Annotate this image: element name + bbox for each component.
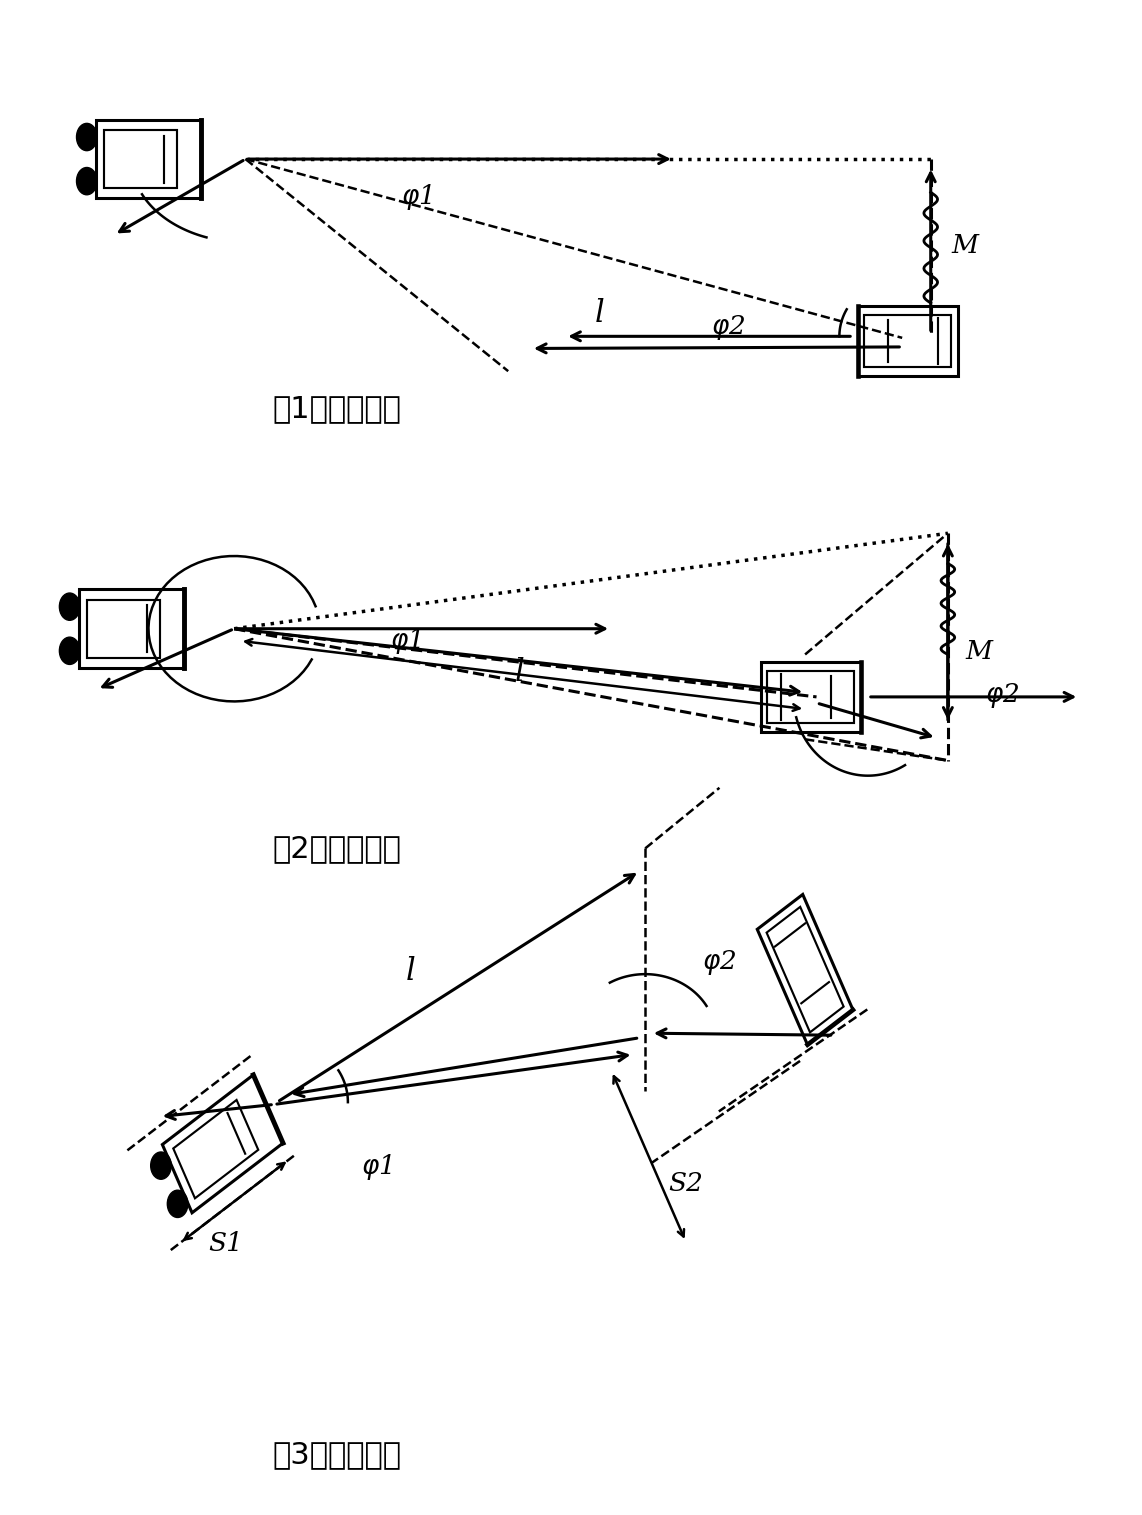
FancyArrowPatch shape [613, 1076, 684, 1236]
Circle shape [59, 638, 80, 665]
Text: $\varphi$1: $\varphi$1 [389, 626, 421, 656]
Text: $\varphi$2: $\varphi$2 [986, 680, 1020, 711]
Text: M: M [965, 639, 992, 664]
FancyArrowPatch shape [295, 1038, 637, 1097]
Text: （2）追尾碰撞: （2）追尾碰撞 [273, 833, 401, 864]
Circle shape [77, 123, 97, 150]
Text: $\varphi$2: $\varphi$2 [702, 947, 737, 977]
Circle shape [59, 592, 80, 620]
Text: l: l [595, 298, 604, 329]
FancyArrowPatch shape [819, 704, 931, 738]
Text: $\varphi$1: $\varphi$1 [361, 1151, 393, 1182]
FancyArrowPatch shape [236, 624, 605, 633]
Text: $\varphi$2: $\varphi$2 [711, 312, 746, 342]
Text: S1: S1 [208, 1232, 243, 1256]
Text: （1）正面碰撞: （1）正面碰撞 [273, 394, 401, 424]
FancyArrowPatch shape [280, 874, 634, 1101]
FancyArrowPatch shape [657, 1029, 831, 1038]
Text: S2: S2 [668, 1171, 702, 1197]
FancyArrowPatch shape [943, 547, 952, 720]
Text: $\varphi$1: $\varphi$1 [401, 182, 433, 212]
FancyArrowPatch shape [236, 629, 799, 695]
FancyArrowPatch shape [103, 630, 232, 688]
FancyArrowPatch shape [185, 1164, 284, 1239]
FancyArrowPatch shape [537, 344, 900, 353]
Text: M: M [951, 233, 979, 258]
FancyArrowPatch shape [926, 173, 935, 330]
Text: l: l [515, 658, 524, 688]
FancyArrowPatch shape [166, 1104, 272, 1120]
Text: （3）侧面碰撞: （3）侧面碰撞 [273, 1439, 401, 1470]
Circle shape [168, 1191, 188, 1218]
Circle shape [77, 168, 97, 195]
Text: l: l [405, 956, 416, 986]
FancyArrowPatch shape [248, 155, 668, 164]
FancyArrowPatch shape [870, 692, 1073, 701]
FancyArrowPatch shape [943, 544, 952, 717]
FancyArrowPatch shape [246, 639, 799, 711]
Circle shape [151, 1151, 171, 1179]
FancyArrowPatch shape [120, 161, 243, 232]
FancyArrowPatch shape [276, 1051, 627, 1104]
FancyArrowPatch shape [571, 332, 851, 341]
